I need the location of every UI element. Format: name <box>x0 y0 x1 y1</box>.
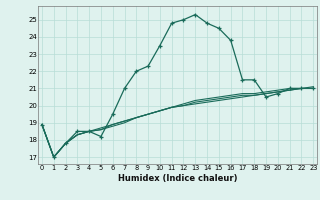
X-axis label: Humidex (Indice chaleur): Humidex (Indice chaleur) <box>118 174 237 183</box>
